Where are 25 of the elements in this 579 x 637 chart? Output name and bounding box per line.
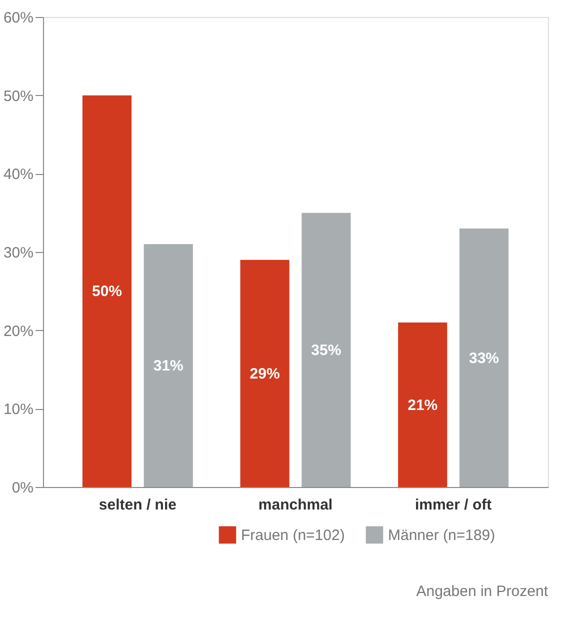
y-tick-label: 20% [3, 322, 34, 340]
x-tick-label: selten / nie [98, 496, 176, 514]
data-label: 35% [311, 342, 342, 359]
bar [302, 212, 351, 487]
bar [240, 260, 290, 487]
y-tick-label: 10% [3, 401, 34, 418]
y-tick-label: 60% [3, 10, 34, 26]
y-tick-label: 0% [12, 480, 34, 496]
text: Angaben in Prozent [416, 583, 549, 600]
data-label: 33% [468, 350, 500, 367]
bar [144, 244, 193, 487]
legend-label: Frauen (n=102) [241, 526, 345, 544]
x-tick-label: manchmal [258, 496, 333, 514]
bar [82, 95, 132, 487]
y-tick-label: 40% [3, 166, 34, 184]
x-tick-label: immer / oft [414, 496, 492, 514]
bar [398, 322, 448, 487]
data-label: 29% [250, 365, 280, 382]
bar [459, 228, 509, 487]
y-tick-label: 30% [3, 244, 34, 262]
data-label: 21% [408, 396, 438, 414]
legend-label: Männer (n=189) [388, 526, 496, 544]
data-label: 31% [153, 358, 184, 375]
y-tick-label: 50% [3, 88, 34, 105]
data-label: 50% [92, 283, 122, 300]
